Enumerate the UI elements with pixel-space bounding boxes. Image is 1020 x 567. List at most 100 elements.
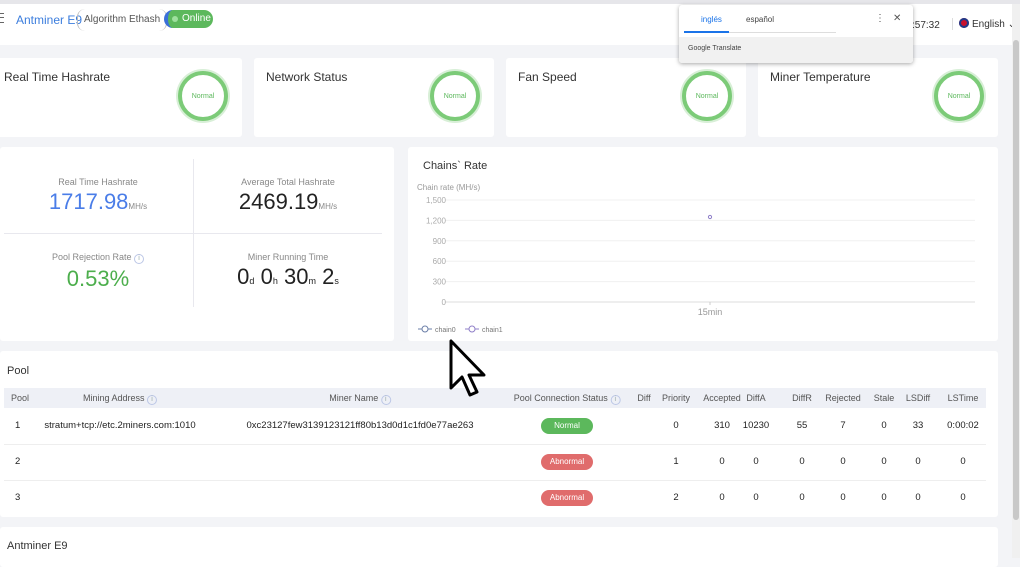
scrollbar-thumb[interactable] [1013, 40, 1019, 520]
menu-icon[interactable] [0, 13, 4, 23]
table-cell: 2 [15, 456, 21, 467]
language-label: English [972, 19, 1005, 30]
legend-label: chain0 [435, 327, 456, 334]
y-tick-label: 1,200 [426, 216, 447, 225]
table-cell: 0 [719, 456, 725, 467]
table-cell: 2 [673, 492, 679, 503]
column-header: LSTime [947, 393, 979, 403]
column-header: Miner Name i [329, 388, 391, 408]
device-title: Antminer E9 [7, 540, 68, 552]
table-cell: 1 [15, 420, 21, 431]
table-cell: 0 [960, 492, 966, 503]
status-card-title: Network Status [266, 70, 348, 84]
status-card: Fan Speed Normal [506, 58, 746, 137]
table-cell: 0 [799, 492, 805, 503]
status-state: Normal [191, 92, 215, 100]
status-state: Normal [443, 92, 467, 100]
status-card: Real Time Hashrate Normal [0, 58, 242, 137]
stat-value: 2469.19MH/s [238, 189, 338, 214]
stat-label: Real Time Hashrate [58, 177, 138, 187]
status-card: Miner Temperature Normal [758, 58, 998, 137]
y-tick-label: 1,500 [426, 196, 447, 205]
clock: :57:32 [912, 20, 940, 31]
table-cell: stratum+tcp://etc.2miners.com:1010 [44, 420, 196, 431]
y-tick-label: 300 [433, 278, 447, 287]
column-header: Mining Address i [83, 388, 158, 408]
stat-label: Pool Rejection Rate i [0, 252, 196, 264]
page-title: Antminer E9 [16, 13, 83, 27]
table-header [4, 388, 986, 408]
status-state: Normal [695, 92, 719, 100]
y-tick-label: 0 [442, 298, 447, 307]
table-cell: 3 [15, 492, 21, 503]
legend-marker-chain1 [468, 325, 476, 333]
table-cell: 7 [840, 420, 846, 431]
table-cell: 0 [915, 456, 921, 467]
stat-value: 1717.98MH/s [48, 189, 148, 214]
table-cell: 0 [719, 492, 725, 503]
table-cell: 0 [881, 492, 887, 503]
status-ring: Normal [934, 71, 984, 121]
google-translate-popup: inglés español ⋮ ✕ Google Translate [679, 5, 913, 63]
tab-espanol[interactable]: español [746, 15, 775, 24]
pool-title: Pool [7, 365, 30, 377]
stat-value: 0d 0h 30m 2s [237, 264, 339, 289]
table-cell: 0 [840, 456, 846, 467]
browser-strip [0, 0, 1020, 4]
status-card-title: Fan Speed [518, 70, 577, 84]
chart: Chain rate (MH/s) 1,500 1,200 900 600 300 0 15m… [417, 183, 975, 334]
status-card-title: Real Time Hashrate [4, 70, 111, 84]
tab-ingles[interactable]: inglés [701, 15, 722, 24]
table-cell: 0 [799, 456, 805, 467]
column-header: DiffA [746, 393, 766, 403]
table-cell: 55 [796, 420, 808, 431]
data-point-chain1 [707, 214, 713, 220]
table-cell: 10230 [742, 420, 770, 431]
x-tick-label: 15min [698, 307, 723, 317]
close-icon[interactable]: ✕ [893, 13, 902, 24]
device-panel: Antminer E9 [0, 527, 998, 567]
legend-marker-chain0 [421, 325, 429, 333]
chains-rate-panel: Chains` Rate Chain rate (MH/s) 1,500 1,200… [408, 147, 998, 341]
column-header: DiffR [792, 393, 812, 403]
column-header: Stale [873, 393, 895, 403]
status-state: Normal [947, 92, 971, 100]
table-cell: 0 [960, 456, 966, 467]
status-pill: Abnormal [541, 454, 593, 470]
column-header: Priority [661, 393, 691, 403]
status-badge: Online [164, 10, 213, 28]
stats-panel: Real Time Hashrate 1717.98MH/s Average T… [0, 147, 394, 341]
y-axis-label: Chain rate (MH/s) [417, 183, 480, 192]
language-selector[interactable]: English ⌄ [952, 18, 1016, 30]
table-cell: 0 [915, 492, 921, 503]
stat-value: 0.53% [66, 266, 130, 291]
info-icon[interactable]: i [610, 395, 621, 405]
status-card: Network Status Normal [254, 58, 494, 137]
chevron-down-icon: ⌄ [1008, 19, 1016, 30]
table-cell: 0 [673, 420, 679, 431]
stat-label: Miner Running Time [247, 252, 329, 262]
table-cell: 0xc23127few3139123121ff80b13d0d1c1fd0e77… [246, 420, 474, 431]
info-icon[interactable]: i [380, 395, 391, 405]
status-pill: Abnormal [541, 490, 593, 506]
chart-title: Chains` Rate [423, 160, 488, 172]
table-cell: 310 [714, 420, 730, 431]
average-hashrate-stat: Average Total Hashrate 2469.19MH/s [190, 177, 386, 215]
uk-flag-icon [959, 18, 969, 28]
info-icon[interactable]: i [147, 395, 158, 405]
stat-label: Average Total Hashrate [241, 177, 335, 187]
column-header: Pool [10, 393, 30, 403]
mouse-cursor-icon [449, 339, 486, 397]
legend-label: chain1 [482, 327, 503, 334]
status-ring: Normal [682, 71, 732, 121]
column-header: Rejected [825, 393, 861, 403]
rejection-rate-stat: Pool Rejection Rate i 0.53% [0, 252, 196, 292]
table-cell: 0 [881, 420, 887, 431]
pool-panel: Pool [0, 351, 998, 517]
column-header: Pool Connection Status i [514, 388, 621, 408]
algorithm-badge: Algorithm Ethash [77, 9, 168, 31]
column-header: LSDiff [905, 393, 931, 403]
more-options-icon[interactable]: ⋮ [875, 13, 885, 24]
table-cell: 1 [673, 456, 679, 467]
info-icon[interactable]: i [134, 254, 145, 264]
